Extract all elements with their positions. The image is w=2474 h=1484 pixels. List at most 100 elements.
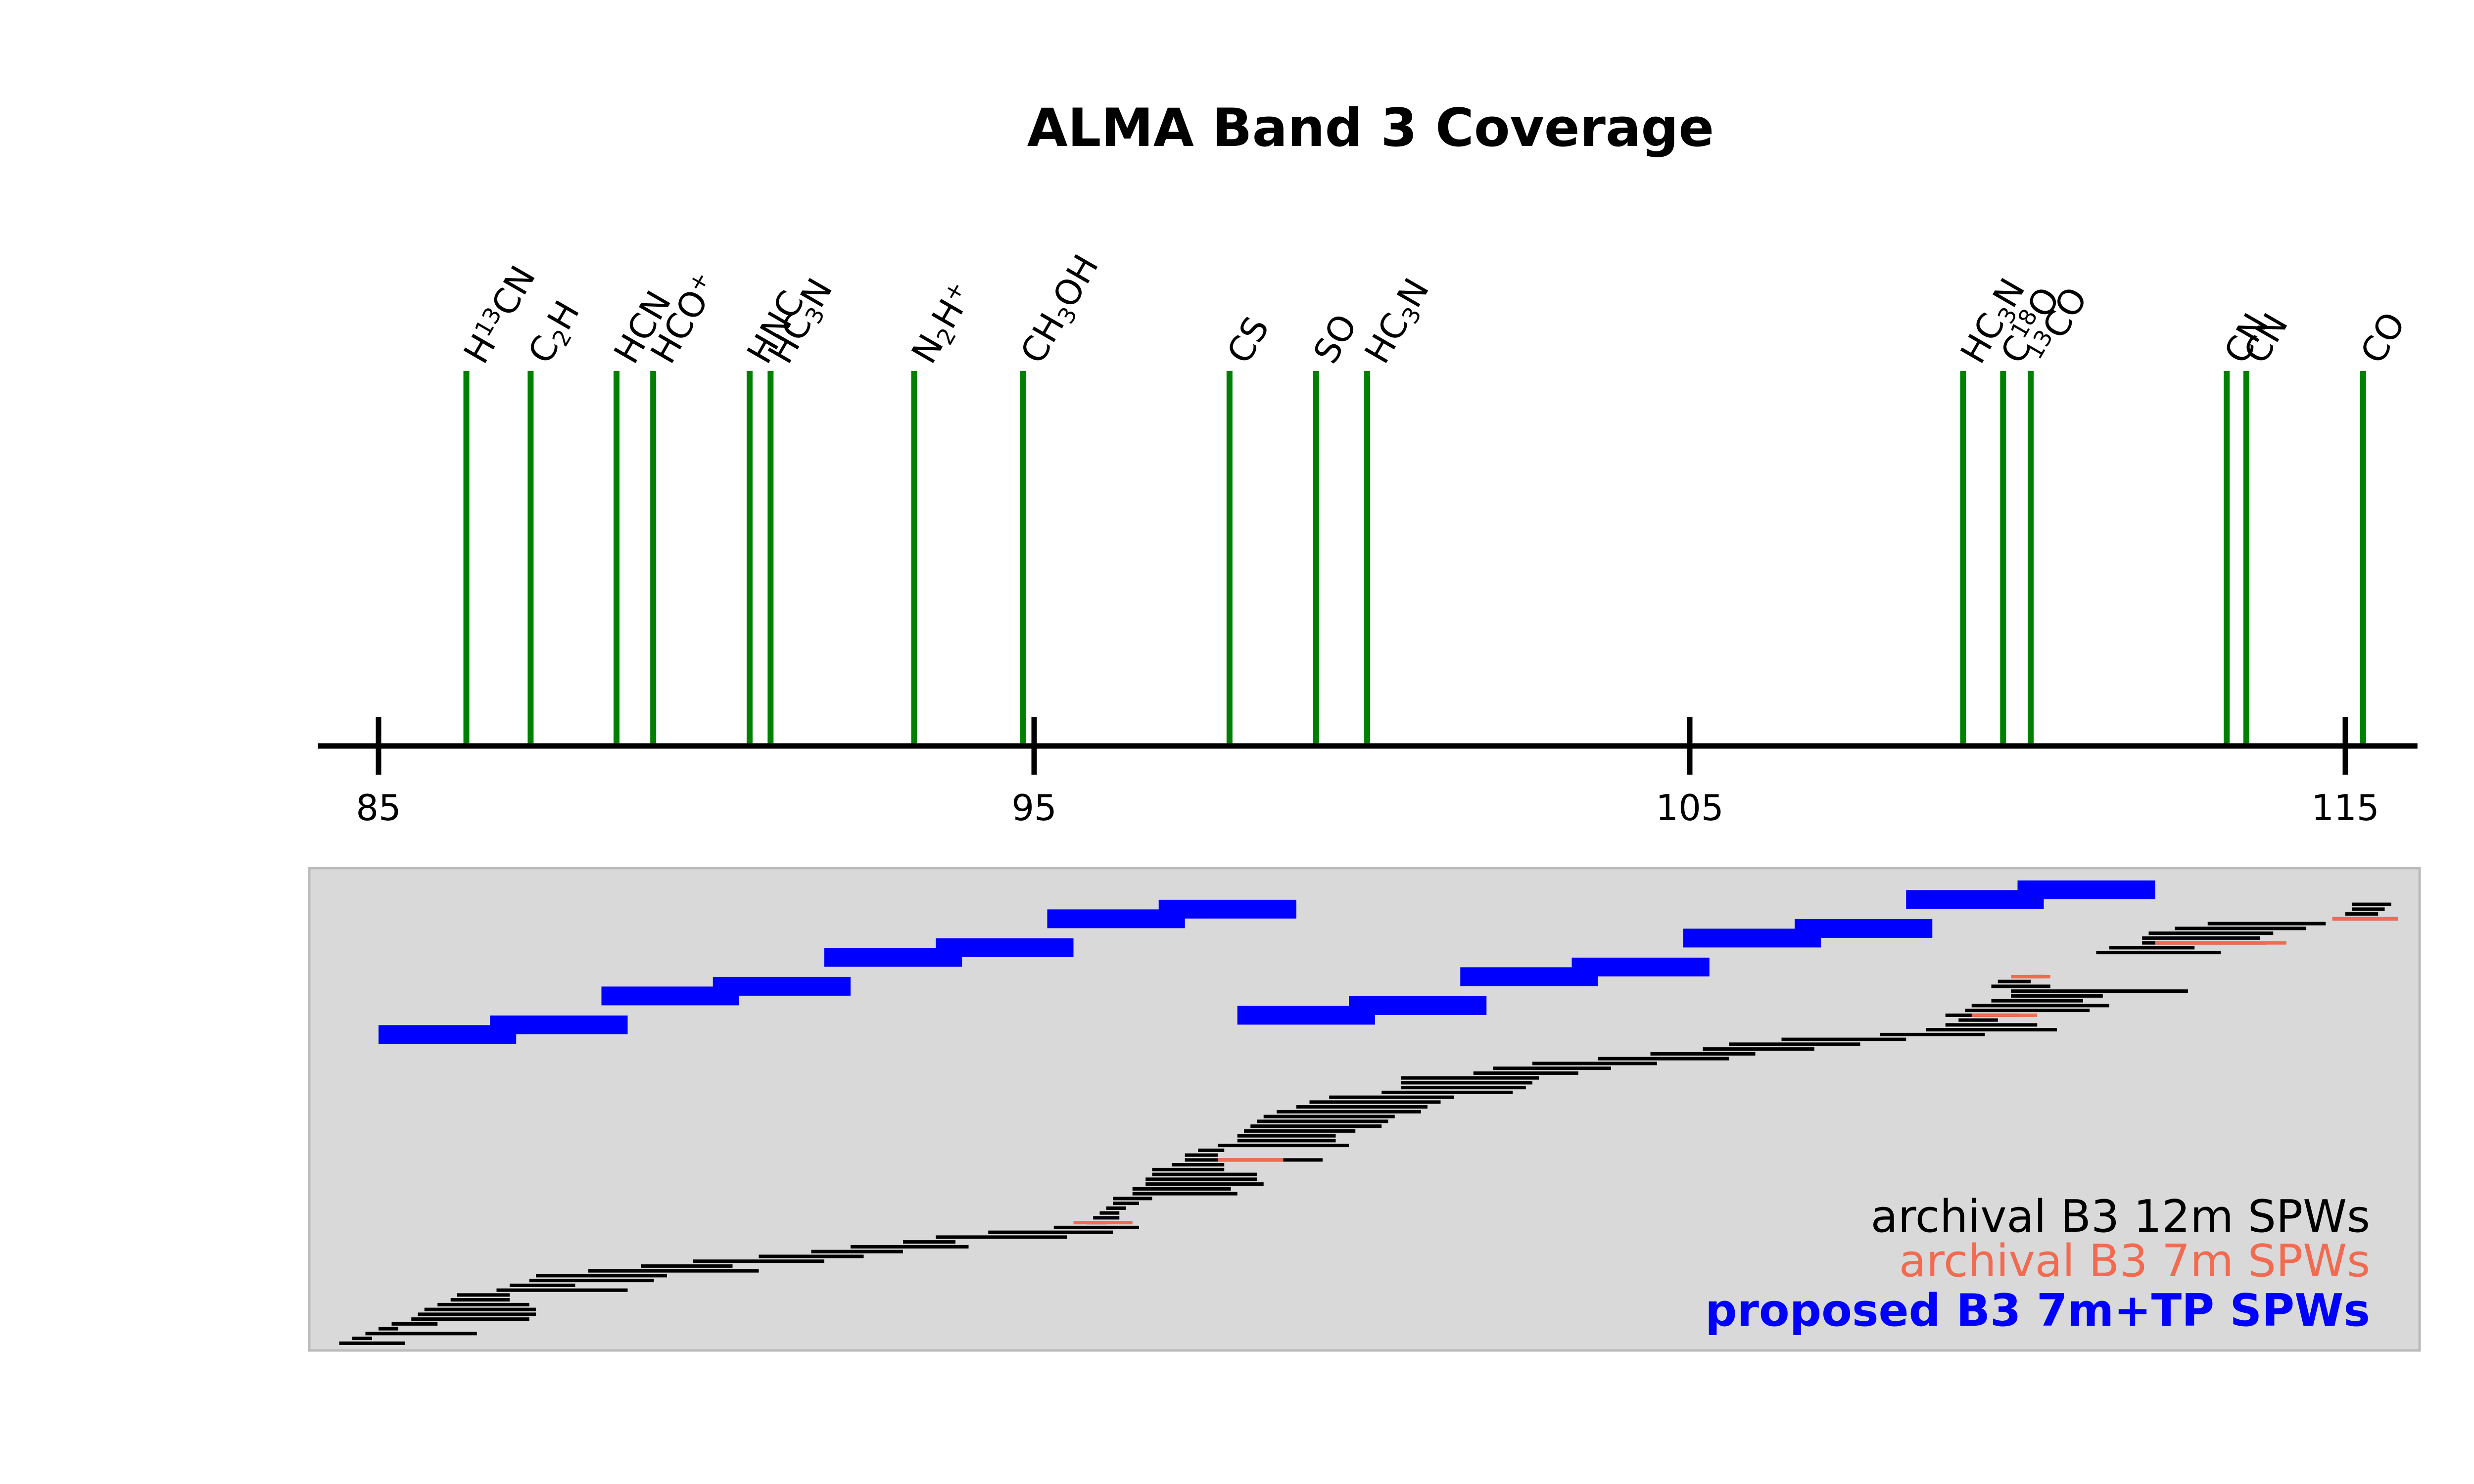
spectral-line-label: SO <box>1305 307 1365 370</box>
archival-12m-spw <box>2142 936 2260 940</box>
archival-12m-spw <box>1598 1057 1729 1061</box>
archival-12m-spw <box>1991 984 2050 988</box>
legend-entry: archival B3 12m SPWs <box>1871 1191 2370 1243</box>
archival-12m-spw <box>1145 1177 1257 1181</box>
archival-12m-spw <box>411 1317 529 1321</box>
archival-12m-spw <box>2352 907 2385 911</box>
archival-12m-spw <box>1053 1225 1139 1229</box>
archival-12m-spw <box>365 1332 477 1336</box>
archival-12m-spw <box>1099 1211 1120 1215</box>
proposed-spw-bar <box>936 938 1074 957</box>
legend-entry: archival B3 7m SPWs <box>1899 1235 2370 1287</box>
archival-12m-spw <box>1257 1119 1388 1123</box>
archival-7m-spw <box>2011 974 2050 978</box>
archival-12m-spw <box>1152 1172 1257 1176</box>
archival-12m-spw <box>2096 951 2221 955</box>
archival-12m-spw <box>2148 931 2274 935</box>
archival-12m-spw <box>352 1337 372 1341</box>
proposed-spw-bar <box>1795 919 1933 938</box>
archival-12m-spw <box>693 1259 824 1263</box>
archival-12m-spw <box>903 1240 955 1244</box>
archival-12m-spw <box>1145 1182 1264 1186</box>
archival-12m-spw <box>1703 1047 1814 1051</box>
archival-12m-spw <box>1198 1148 1225 1152</box>
legend-entry: proposed B3 7m+TP SPWs <box>1705 1285 2370 1337</box>
spectral-line-label: N2H+ <box>904 276 984 371</box>
archival-12m-spw <box>2207 922 2326 926</box>
archival-12m-spw <box>1093 1216 1120 1220</box>
archival-12m-spw <box>641 1264 733 1268</box>
chart-title: ALMA Band 3 Coverage <box>1027 97 1714 158</box>
archival-7m-spw <box>1971 1013 2038 1017</box>
archival-7m-spw <box>2332 917 2398 921</box>
archival-12m-spw <box>1991 999 2083 1003</box>
archival-12m-spw <box>1218 1144 1349 1148</box>
archival-12m-spw <box>2011 989 2188 993</box>
spectral-line-label: CO <box>2352 305 2413 370</box>
archival-12m-spw <box>2011 994 2103 998</box>
archival-12m-spw <box>1729 1042 1860 1046</box>
archival-12m-spw <box>1473 1071 1578 1075</box>
archival-12m-spw <box>536 1274 667 1278</box>
archival-12m-spw <box>379 1327 398 1331</box>
archival-12m-spw <box>1296 1105 1427 1109</box>
archival-12m-spw <box>811 1250 903 1253</box>
archival-12m-spw <box>1250 1124 1382 1128</box>
spectral-line-label: C2H <box>520 294 590 371</box>
archival-12m-spw <box>496 1288 628 1292</box>
spectral-line-label: HC3N <box>1357 272 1439 371</box>
x-tick-label: 85 <box>356 787 401 829</box>
proposed-spw-bar <box>1158 899 1296 919</box>
archival-12m-spw <box>424 1307 536 1311</box>
archival-12m-spw <box>1132 1187 1231 1191</box>
archival-12m-spw <box>1401 1081 1532 1085</box>
spw-coverage-panel <box>308 867 2421 1352</box>
archival-12m-spw <box>2352 902 2391 906</box>
archival-12m-spw <box>1309 1100 1441 1104</box>
archival-12m-spw <box>1113 1202 1139 1206</box>
x-tick-label: 95 <box>1011 787 1057 829</box>
archival-12m-spw <box>1152 1167 1225 1171</box>
archival-12m-spw <box>1945 1023 2038 1027</box>
archival-7m-spw <box>1073 1221 1133 1225</box>
archival-12m-spw <box>1958 1018 1998 1022</box>
proposed-spw-bar <box>1349 996 1487 1015</box>
archival-12m-spw <box>988 1230 1113 1234</box>
archival-12m-spw <box>588 1269 759 1273</box>
archival-12m-spw <box>1493 1067 1611 1070</box>
archival-7m-spw <box>1218 1158 1284 1162</box>
archival-12m-spw <box>1329 1095 1454 1099</box>
archival-12m-spw <box>1532 1062 1657 1066</box>
archival-12m-spw <box>1401 1086 1526 1090</box>
archival-12m-spw <box>529 1279 654 1283</box>
archival-12m-spw <box>1237 1134 1336 1138</box>
frequency-axis: 85 95 105 115 <box>318 717 2418 829</box>
archival-12m-spw <box>1926 1028 2057 1032</box>
x-tick-label: 115 <box>2311 787 2379 829</box>
archival-12m-spw <box>1880 1032 1985 1036</box>
spectral-line-label: CH3OH <box>1012 248 1109 371</box>
archival-12m-spw <box>339 1341 405 1345</box>
archival-12m-spw <box>1781 1037 1906 1041</box>
proposed-spw-bar <box>713 976 851 996</box>
archival-12m-spw <box>1185 1153 1218 1157</box>
spectral-line-label: CS <box>1219 310 1278 371</box>
proposed-spw-bar <box>2017 880 2155 899</box>
archival-12m-spw <box>1401 1076 1539 1080</box>
archival-12m-spw <box>418 1312 536 1316</box>
archival-12m-spw <box>1237 1139 1336 1143</box>
archival-7m-spw <box>2155 941 2286 945</box>
archival-12m-spw <box>1172 1163 1225 1167</box>
archival-12m-spw <box>1965 1009 2090 1013</box>
archival-12m-spw <box>2175 927 2306 930</box>
archival-12m-spw <box>1381 1090 1513 1094</box>
archival-12m-spw <box>1998 979 2031 983</box>
archival-12m-spw <box>510 1283 575 1287</box>
archival-12m-spw <box>851 1245 969 1249</box>
archival-12m-spw <box>1277 1110 1421 1113</box>
archival-12m-spw <box>1263 1114 1395 1118</box>
archival-12m-spw <box>936 1235 1067 1239</box>
